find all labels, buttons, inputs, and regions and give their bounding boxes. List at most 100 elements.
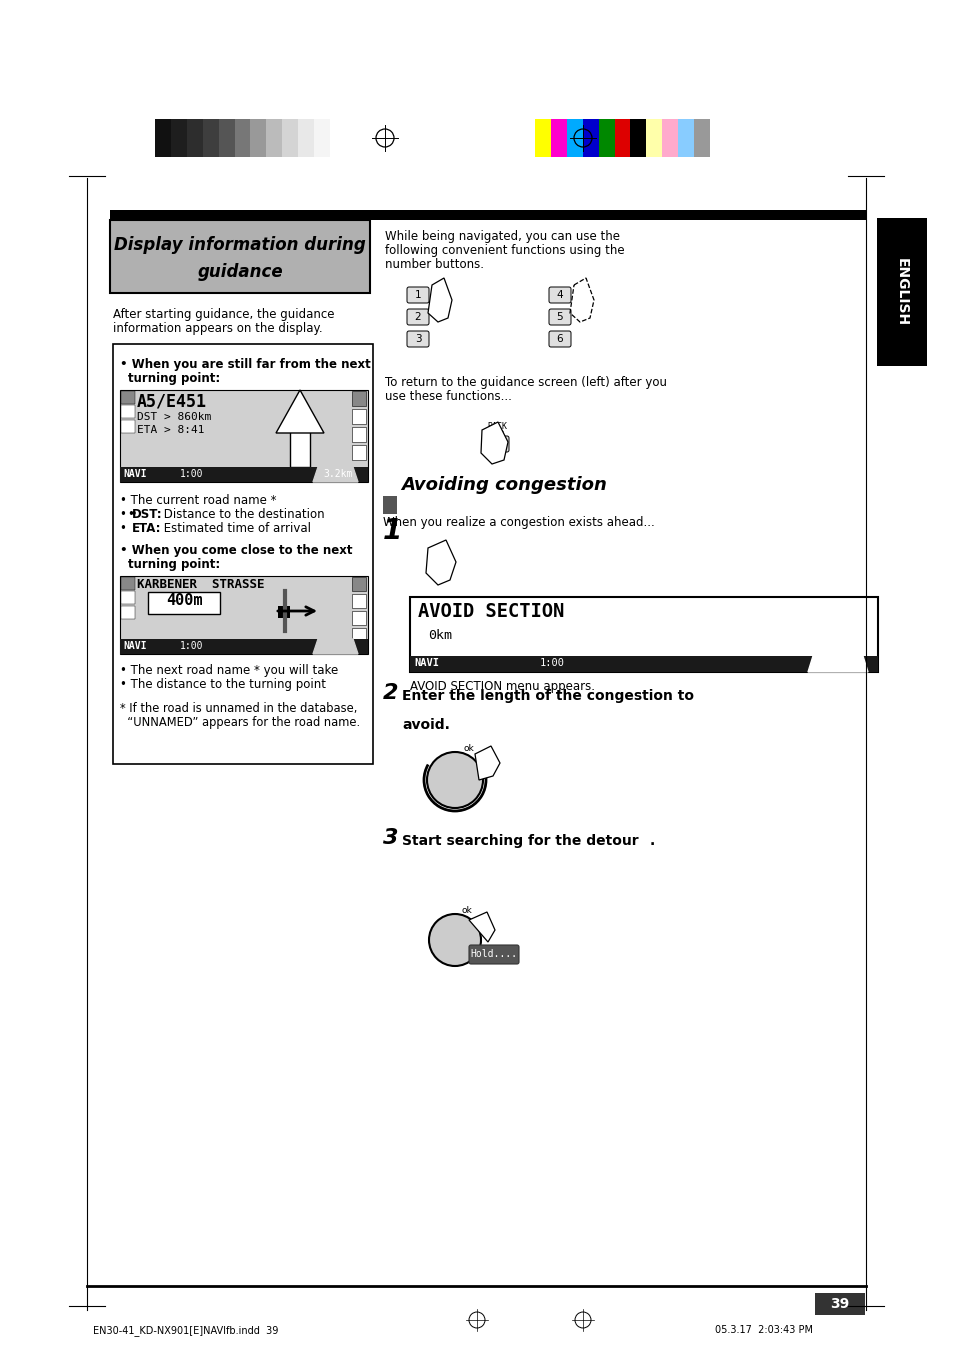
Bar	[814, 1293, 864, 1315]
Text: 1:00: 1:00	[539, 658, 564, 667]
Text: A5/E451: A5/E451	[137, 392, 207, 409]
Text: 400m: 400m	[166, 593, 202, 608]
Text: • •: • •	[120, 508, 137, 521]
Bar	[352, 409, 366, 424]
Text: • The next road name * you will take: • The next road name * you will take	[120, 663, 338, 677]
Bar	[298, 119, 314, 157]
FancyBboxPatch shape	[548, 331, 571, 347]
Bar	[646, 119, 662, 157]
Bar	[282, 119, 298, 157]
Text: • When you are still far from the next: • When you are still far from the next	[120, 358, 371, 372]
Bar	[410, 657, 877, 671]
Bar	[352, 427, 366, 442]
Text: 05.3.17  2:03:43 PM: 05.3.17 2:03:43 PM	[714, 1325, 812, 1335]
Bar	[120, 467, 368, 482]
Bar	[121, 607, 135, 619]
Bar	[234, 119, 251, 157]
Text: ok: ok	[463, 744, 475, 753]
FancyBboxPatch shape	[430, 555, 450, 571]
Bar	[218, 119, 234, 157]
Text: use these functions...: use these functions...	[385, 390, 512, 403]
Bar	[678, 119, 694, 157]
FancyBboxPatch shape	[407, 309, 429, 326]
Text: •: •	[120, 521, 131, 535]
Text: “UNNAMED” appears for the road name.: “UNNAMED” appears for the road name.	[120, 716, 359, 730]
Text: ETA:: ETA:	[132, 521, 161, 535]
Text: following convenient functions using the: following convenient functions using the	[385, 245, 624, 257]
Text: .: .	[649, 834, 655, 848]
Text: turning point:: turning point:	[128, 372, 220, 385]
Bar	[661, 119, 678, 157]
Bar	[614, 119, 630, 157]
Text: Start searching for the detour: Start searching for the detour	[401, 834, 638, 848]
Text: 39: 39	[829, 1297, 849, 1310]
Bar	[352, 594, 366, 608]
Bar	[352, 611, 366, 626]
FancyBboxPatch shape	[484, 436, 509, 453]
Bar	[120, 576, 368, 654]
Bar	[352, 628, 366, 642]
Text: 1:00: 1:00	[180, 640, 203, 651]
Bar	[566, 119, 582, 157]
Text: 5: 5	[557, 312, 562, 322]
Text: turning point:: turning point:	[128, 558, 220, 571]
Bar	[694, 119, 710, 157]
Text: After starting guidance, the guidance: After starting guidance, the guidance	[112, 308, 335, 322]
Text: AVOID SECTION: AVOID SECTION	[417, 603, 563, 621]
Bar	[187, 119, 203, 157]
Bar	[154, 119, 172, 157]
Bar	[121, 405, 135, 417]
Text: * If the road is unnamed in the database,: * If the road is unnamed in the database…	[120, 703, 357, 715]
Bar	[120, 639, 368, 654]
Text: 1: 1	[415, 290, 421, 300]
Text: avoid.: avoid.	[401, 717, 450, 732]
Text: NAVI: NAVI	[414, 658, 438, 667]
Bar	[550, 119, 567, 157]
Polygon shape	[480, 422, 507, 463]
Polygon shape	[426, 540, 456, 585]
Bar	[121, 390, 135, 404]
Text: • The distance to the turning point: • The distance to the turning point	[120, 678, 326, 690]
Text: ENGLISH: ENGLISH	[894, 258, 908, 326]
Text: 0km: 0km	[428, 630, 452, 642]
Bar	[535, 119, 551, 157]
Text: BACK: BACK	[486, 422, 506, 431]
Bar	[382, 496, 396, 513]
Bar	[290, 426, 310, 467]
Text: • When you come close to the next: • When you come close to the next	[120, 544, 352, 557]
FancyBboxPatch shape	[407, 286, 429, 303]
Text: Estimated time of arrival: Estimated time of arrival	[160, 521, 311, 535]
Polygon shape	[475, 746, 499, 780]
Text: 3: 3	[415, 334, 421, 345]
Circle shape	[427, 753, 482, 808]
Bar	[148, 592, 220, 613]
Bar	[110, 220, 370, 293]
Bar	[266, 119, 282, 157]
Bar	[314, 119, 330, 157]
Text: 2: 2	[415, 312, 421, 322]
Text: OBP: OBP	[489, 430, 504, 439]
Bar	[630, 119, 646, 157]
FancyBboxPatch shape	[548, 309, 571, 326]
Polygon shape	[807, 657, 867, 671]
Bar	[352, 390, 366, 407]
Text: 1: 1	[382, 517, 402, 544]
Text: DST > 860km: DST > 860km	[137, 412, 211, 422]
Text: Avoiding congestion: Avoiding congestion	[400, 476, 606, 494]
Bar	[110, 209, 865, 220]
Bar	[203, 119, 219, 157]
Text: Enter the length of the congestion to: Enter the length of the congestion to	[401, 689, 693, 703]
FancyBboxPatch shape	[548, 286, 571, 303]
Text: information appears on the display.: information appears on the display.	[112, 322, 322, 335]
Text: number buttons.: number buttons.	[385, 258, 483, 272]
Bar	[120, 390, 368, 482]
Bar	[352, 577, 366, 590]
Text: ok: ok	[461, 907, 473, 915]
Text: When you realize a congestion exists ahead...: When you realize a congestion exists ahe…	[382, 516, 654, 530]
Circle shape	[429, 915, 480, 966]
Polygon shape	[275, 390, 324, 434]
FancyBboxPatch shape	[469, 944, 518, 965]
Text: NAVI: NAVI	[123, 640, 147, 651]
Text: ETA > 8:41: ETA > 8:41	[137, 426, 204, 435]
Bar	[121, 577, 135, 590]
